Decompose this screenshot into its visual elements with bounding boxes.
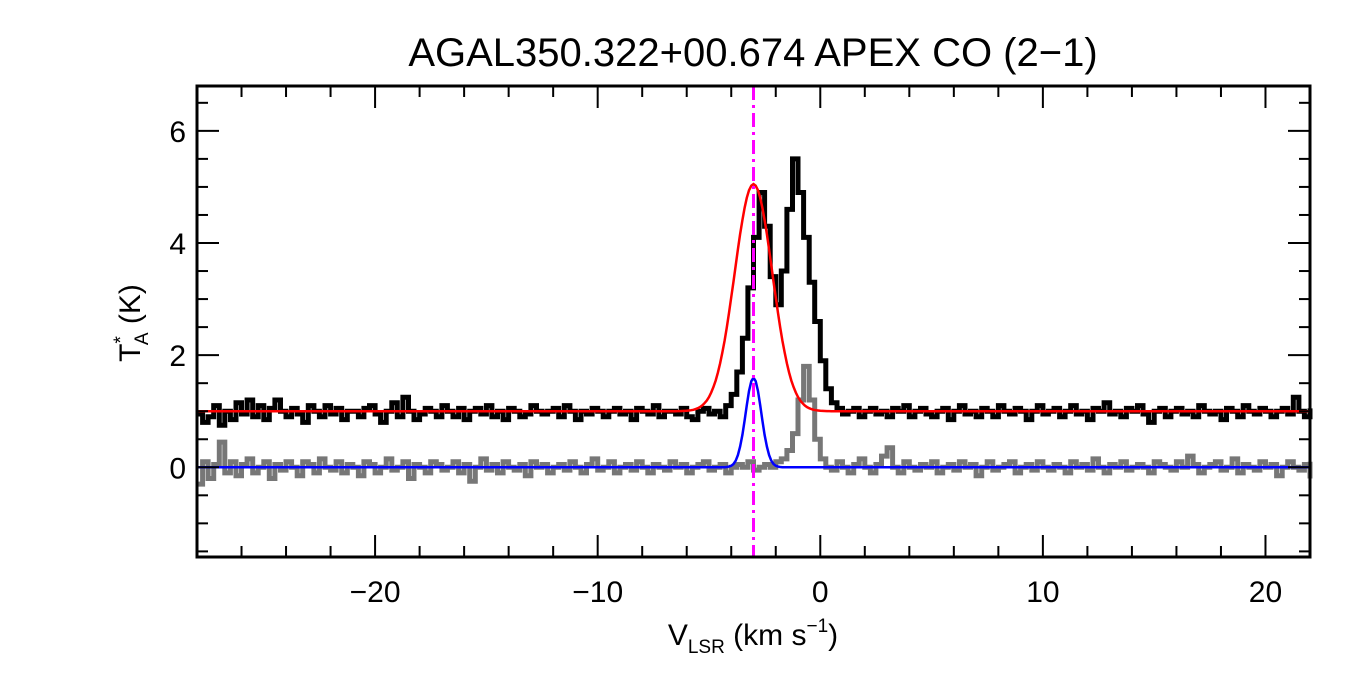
x-tick-label: −20 <box>350 576 401 609</box>
y-tick-label: 2 <box>169 340 186 373</box>
x-axis-label-main: V <box>668 619 688 652</box>
y-axis-label-rest: (K) <box>114 284 147 332</box>
x-tick-label: 10 <box>1026 576 1059 609</box>
x-axis-label: VLSR (km s−1) <box>668 616 838 658</box>
x-tick-label: −10 <box>572 576 623 609</box>
plot-frame <box>195 84 1312 559</box>
y-ticks: 0 2 4 6 <box>169 101 1310 553</box>
series-gaussian-fit-red <box>197 182 1310 413</box>
y-tick-label: 4 <box>169 228 186 261</box>
y-tick-label: 0 <box>169 452 186 485</box>
y-axis-label-main: T <box>114 344 147 362</box>
y-axis-label: T*A (K) <box>111 284 153 362</box>
y-axis-label-sub: A <box>132 332 153 345</box>
x-tick-label: 20 <box>1249 576 1282 609</box>
chart-title: AGAL350.322+00.674 APEX CO (2−1) <box>408 31 1097 75</box>
x-axis-label-rest: (km s <box>725 619 807 652</box>
x-ticks: −20 −10 0 10 20 <box>196 86 1311 609</box>
y-axis-label-sup: * <box>111 336 132 344</box>
y-tick-label: 6 <box>169 116 186 149</box>
x-axis-label-sup: −1 <box>806 616 828 637</box>
x-axis-label-sub: LSR <box>688 637 725 658</box>
series-group <box>197 156 1313 487</box>
x-tick-label: 0 <box>812 576 829 609</box>
x-axis-label-end: ) <box>828 619 838 652</box>
